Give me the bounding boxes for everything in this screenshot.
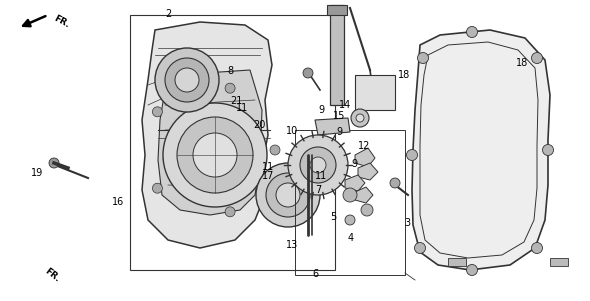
Bar (355, 75, 395, 110)
Circle shape (165, 58, 209, 102)
Polygon shape (412, 30, 550, 270)
Circle shape (155, 48, 219, 112)
Circle shape (345, 215, 355, 225)
Circle shape (351, 109, 369, 127)
Text: 9: 9 (351, 159, 357, 169)
Text: 10: 10 (286, 126, 298, 136)
Text: 12: 12 (359, 141, 371, 151)
Text: 9: 9 (336, 127, 342, 138)
Text: 13: 13 (286, 240, 298, 250)
Text: 6: 6 (313, 269, 319, 279)
Text: 7: 7 (316, 185, 322, 195)
Text: FR.: FR. (52, 14, 71, 30)
Circle shape (177, 117, 253, 193)
Circle shape (467, 26, 477, 38)
Bar (330, 5, 344, 105)
Circle shape (225, 83, 235, 93)
Text: 19: 19 (31, 168, 43, 178)
Circle shape (270, 145, 280, 155)
Circle shape (467, 265, 477, 275)
Circle shape (310, 157, 326, 173)
Polygon shape (355, 187, 373, 203)
Text: 9: 9 (319, 105, 324, 115)
Text: 15: 15 (333, 111, 345, 121)
Circle shape (276, 183, 300, 207)
Circle shape (407, 150, 418, 160)
Circle shape (356, 114, 364, 122)
Text: 5: 5 (330, 212, 336, 222)
Text: 8: 8 (227, 66, 233, 76)
Text: 21: 21 (230, 96, 242, 106)
Text: 11: 11 (263, 162, 274, 172)
Circle shape (532, 243, 542, 253)
Circle shape (163, 103, 267, 207)
Bar (448, 258, 466, 266)
Text: 18: 18 (398, 70, 410, 80)
Text: FR.: FR. (42, 267, 61, 284)
Circle shape (300, 147, 336, 183)
Circle shape (532, 52, 542, 64)
Circle shape (303, 68, 313, 78)
Text: 16: 16 (112, 197, 124, 207)
Text: 11: 11 (316, 171, 327, 181)
Circle shape (175, 68, 199, 92)
Circle shape (361, 204, 373, 216)
Text: 17: 17 (263, 171, 274, 181)
Polygon shape (355, 148, 375, 167)
Circle shape (415, 243, 425, 253)
Circle shape (288, 135, 348, 195)
Bar (130, 15, 335, 270)
Polygon shape (315, 118, 350, 135)
Polygon shape (345, 175, 365, 191)
Bar (327, 5, 347, 15)
Text: 14: 14 (339, 100, 351, 110)
Text: 11: 11 (236, 103, 248, 113)
Bar (295, 130, 405, 275)
Circle shape (542, 144, 553, 156)
Text: 18: 18 (516, 58, 528, 68)
Polygon shape (142, 22, 272, 248)
Circle shape (266, 173, 310, 217)
Circle shape (256, 163, 320, 227)
Text: 20: 20 (254, 120, 266, 130)
Text: 2: 2 (165, 8, 171, 19)
Circle shape (418, 52, 428, 64)
Circle shape (225, 207, 235, 217)
Circle shape (152, 107, 162, 117)
Bar (550, 258, 568, 266)
Polygon shape (158, 70, 262, 215)
Circle shape (390, 178, 400, 188)
Text: 4: 4 (348, 233, 354, 243)
Circle shape (49, 158, 59, 168)
Circle shape (193, 133, 237, 177)
Polygon shape (358, 163, 378, 180)
Circle shape (152, 183, 162, 193)
Circle shape (343, 188, 357, 202)
Text: 3: 3 (404, 218, 410, 228)
